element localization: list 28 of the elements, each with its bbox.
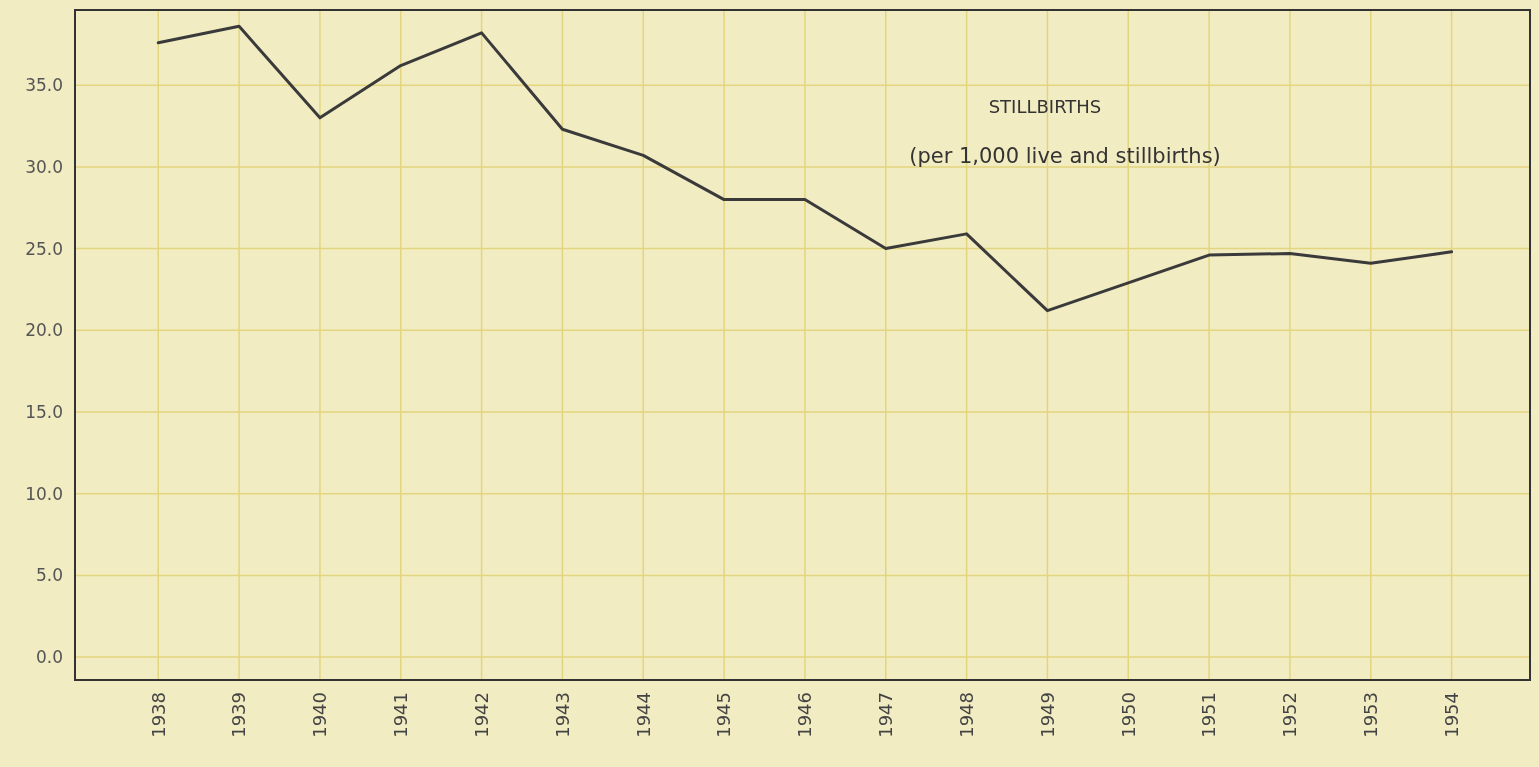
- y-tick-label: 25.0: [25, 238, 63, 259]
- x-tick-label: 1943: [551, 692, 573, 738]
- y-tick-label: 0.0: [35, 647, 63, 668]
- x-tick-label: 1940: [309, 692, 331, 738]
- x-tick-label: 1939: [228, 692, 250, 738]
- y-tick-label: 35.0: [25, 75, 63, 96]
- x-tick-label: 1953: [1360, 692, 1382, 738]
- x-tick-label: 1948: [955, 692, 977, 738]
- x-tick-label: 1938: [147, 692, 169, 738]
- y-tick-label: 15.0: [25, 401, 63, 422]
- x-tick-label: 1954: [1440, 692, 1462, 738]
- y-tick-label: 20.0: [25, 320, 63, 341]
- y-tick-label: 5.0: [35, 565, 63, 586]
- x-tick-label: 1942: [470, 692, 492, 738]
- text: (per 1,000 live and stillbirths): [909, 144, 1221, 168]
- x-tick-label: 1946: [794, 692, 816, 738]
- x-tick-label: 1945: [713, 692, 735, 738]
- y-tick-label: 10.0: [25, 483, 63, 504]
- x-tick-label: 1947: [875, 692, 897, 738]
- x-tick-label: 1952: [1279, 692, 1301, 738]
- x-tick-label: 1944: [632, 692, 654, 738]
- text: STILLBIRTHS: [988, 96, 1102, 117]
- x-tick-label: 1951: [1198, 692, 1220, 738]
- line-series: [156, 24, 1454, 313]
- x-tick-label: 1950: [1117, 692, 1139, 738]
- x-tick-label: 1949: [1036, 692, 1058, 738]
- x-tick-label: 1941: [390, 692, 412, 738]
- y-tick-label: 30.0: [25, 156, 63, 177]
